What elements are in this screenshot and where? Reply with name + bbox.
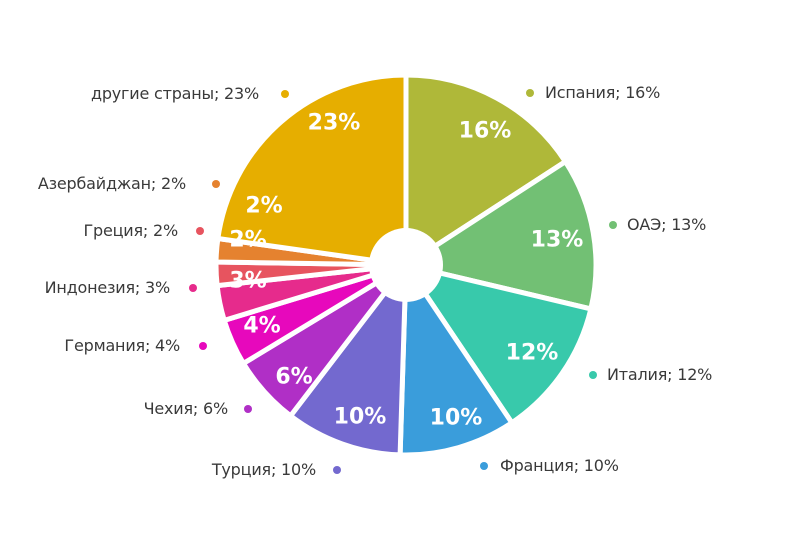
slice-value-label: 2% bbox=[229, 227, 267, 253]
slice-2 bbox=[403, 262, 594, 426]
slice-value-label: 23% bbox=[307, 110, 361, 136]
slice-3 bbox=[397, 262, 515, 458]
slice-value-label: 12% bbox=[505, 340, 559, 366]
slice-value-label: 10% bbox=[333, 404, 387, 430]
legend-dot-icon bbox=[281, 90, 289, 98]
legend-label: другие страны; 23% bbox=[90, 84, 259, 103]
legend-label: Индонезия; 3% bbox=[44, 278, 171, 297]
legend-label: Франция; 10% bbox=[500, 456, 619, 475]
slice-4 bbox=[288, 262, 409, 458]
legend-dot-icon bbox=[212, 180, 220, 188]
legend-label: Италия; 12% bbox=[607, 365, 713, 384]
slice-value-label: 13% bbox=[530, 227, 584, 253]
slice-value-label: 2% bbox=[245, 193, 283, 219]
legend-label: ОАЭ; 13% bbox=[627, 215, 707, 234]
legend-dot-icon bbox=[609, 221, 617, 229]
legend-dot-icon bbox=[199, 342, 207, 350]
slice-value-label: 10% bbox=[429, 405, 483, 431]
slice-1 bbox=[403, 159, 599, 312]
legend-label: Германия; 4% bbox=[64, 336, 180, 355]
slice-10 bbox=[215, 72, 409, 268]
slice-value-label: 4% bbox=[243, 313, 281, 339]
slice-value-label: 6% bbox=[275, 364, 313, 390]
legend-dot-icon bbox=[244, 405, 252, 413]
legend-dot-icon bbox=[589, 371, 597, 379]
legend-dot-icon bbox=[526, 89, 534, 97]
slice-0 bbox=[403, 72, 568, 268]
donut-hole bbox=[369, 228, 443, 302]
legend-dot-icon bbox=[333, 466, 341, 474]
legend-label: Турция; 10% bbox=[211, 460, 316, 479]
legend-label: Греция; 2% bbox=[83, 221, 178, 240]
legend-dot-icon bbox=[480, 462, 488, 470]
legend-label: Азербайджан; 2% bbox=[37, 174, 186, 193]
legend-dot-icon bbox=[189, 284, 197, 292]
legend-label: Чехия; 6% bbox=[143, 399, 229, 418]
legend-dot-icon bbox=[196, 227, 204, 235]
slice-value-label: 3% bbox=[229, 268, 267, 294]
slice-value-label: 16% bbox=[458, 118, 512, 144]
legend-label: Испания; 16% bbox=[545, 83, 661, 102]
